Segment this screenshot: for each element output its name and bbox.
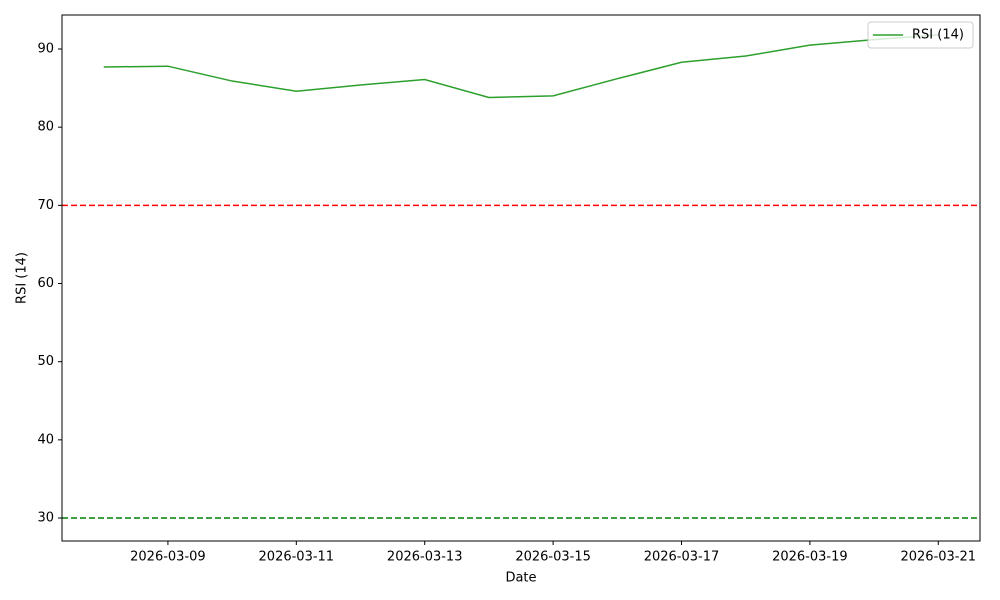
x-tick-label: 2026-03-13 [387, 550, 463, 565]
y-tick-label: 60 [37, 276, 54, 291]
y-tick-label: 70 [37, 198, 54, 213]
plot-frame [61, 14, 981, 542]
y-tick-label: 40 [37, 432, 54, 447]
x-axis-label: Date [505, 571, 536, 586]
x-tick-label: 2026-03-09 [130, 550, 206, 565]
y-axis-label: RSI (14) [15, 252, 30, 304]
x-tick-label: 2026-03-11 [259, 550, 335, 565]
y-tick-label: 30 [37, 511, 54, 526]
data-line [103, 34, 939, 99]
x-tick-label: 2026-03-19 [772, 550, 848, 565]
x-tick-label: 2026-03-21 [900, 550, 976, 565]
x-tick-label: 2026-03-15 [515, 550, 591, 565]
legend-box [867, 21, 974, 49]
y-tick-label: 50 [37, 354, 54, 369]
y-tick-label: 90 [37, 42, 54, 57]
y-tick-label: 80 [37, 120, 54, 135]
legend-label: RSI (14) [912, 28, 964, 43]
x-tick-label: 2026-03-17 [644, 550, 720, 565]
